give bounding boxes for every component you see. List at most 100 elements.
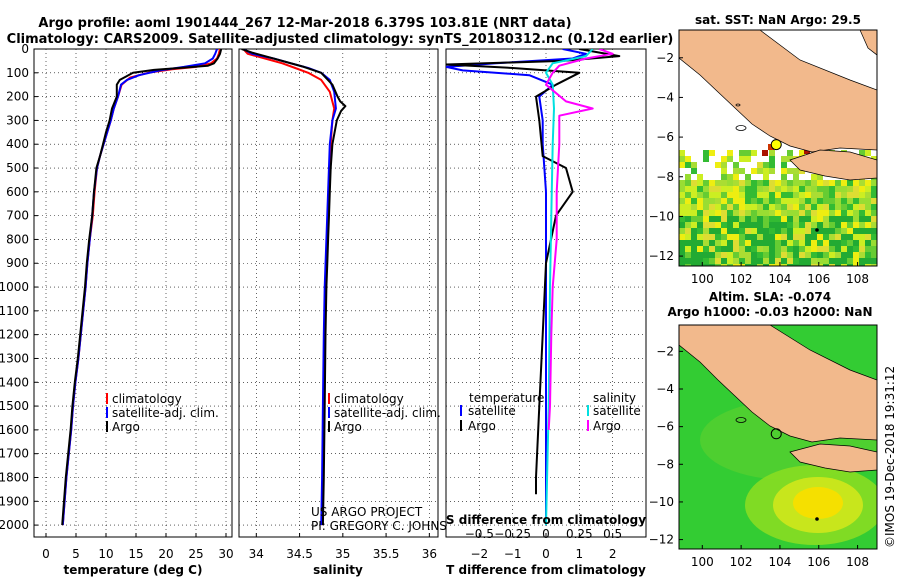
argo-float-marker (770, 139, 782, 151)
lat-tick-label: −2 (656, 344, 674, 358)
sst-cell (781, 204, 787, 210)
sst-cell (703, 258, 709, 264)
lon-tick-label: 100 (691, 272, 714, 286)
lon-tick-label: 108 (846, 555, 869, 569)
sst-cell (799, 168, 805, 174)
secondary-tick-label: −0.25 (494, 527, 531, 541)
x-tick-label: 30 (218, 547, 233, 561)
temperature-panel: 0 5 10 15 20 25 30 0 100 200 300 400 500 600 700 800 90… (0, 42, 234, 577)
x-tick-label: 2 (609, 547, 617, 561)
sst-cell (727, 264, 733, 266)
sst-cell (721, 234, 727, 240)
sst-cell (757, 234, 763, 240)
sst-cell (739, 210, 745, 216)
depth-tick-label: 400 (6, 137, 29, 151)
sst-cell (841, 246, 847, 252)
sst-cell (697, 240, 703, 246)
sla-map-lat-ticks: −2 −4 −6 −8 −10 −12 (649, 344, 683, 547)
sst-cell (757, 216, 763, 222)
sst-cell (763, 204, 769, 210)
sst-cell (781, 180, 787, 186)
sst-cell (811, 252, 817, 258)
sst-cell (775, 252, 781, 258)
sumatra-land (679, 30, 877, 153)
sst-cell (733, 234, 739, 240)
depth-tick-label: 700 (6, 209, 29, 223)
sst-cell (679, 156, 685, 162)
sst-cell (817, 264, 823, 266)
x-tick-label: 35.5 (373, 547, 400, 561)
sst-cell (835, 210, 841, 216)
sst-cell (721, 156, 727, 162)
sst-cell (751, 198, 757, 204)
sst-cell (859, 192, 865, 198)
sst-cell (763, 180, 769, 186)
sst-cell (685, 240, 691, 246)
sst-cell (751, 210, 757, 216)
sst-cell (679, 240, 685, 246)
sst-cell (691, 240, 697, 246)
sst-cell (859, 222, 865, 228)
sst-cell (835, 180, 841, 186)
sst-cell (685, 156, 691, 162)
t-difference-title: T difference from climatology (446, 563, 646, 577)
legend-s-argo-label: Argo (593, 419, 621, 433)
sst-cell (709, 216, 715, 222)
sst-map-content (679, 30, 877, 266)
sst-cell (793, 174, 799, 180)
sst-cell (703, 228, 709, 234)
sst-cell (859, 228, 865, 234)
sst-cell (853, 198, 859, 204)
sst-cell (697, 258, 703, 264)
sst-cell (811, 246, 817, 252)
sst-cell (799, 192, 805, 198)
sst-cell (811, 186, 817, 192)
sst-cell (817, 210, 823, 216)
sst-cell (871, 258, 877, 264)
sst-cell (715, 252, 721, 258)
x-tick-label: 34 (249, 547, 264, 561)
sst-cell (853, 252, 859, 258)
sst-cell (847, 192, 853, 198)
sst-cell (691, 198, 697, 204)
sst-cell (817, 204, 823, 210)
sst-cell (823, 204, 829, 210)
s-difference-title: S difference from climatology (446, 513, 646, 527)
figure-subtitle: Climatology: CARS2009. Satellite-adjuste… (7, 32, 674, 47)
sst-cell (757, 186, 763, 192)
sst-cell (697, 246, 703, 252)
sst-cell (811, 234, 817, 240)
sst-cell (751, 228, 757, 234)
depth-tick-label: 1700 (0, 447, 29, 461)
sst-cell (721, 168, 727, 174)
sst-cell (835, 228, 841, 234)
sst-cell (727, 228, 733, 234)
sst-cell (775, 204, 781, 210)
sst-cell (829, 264, 835, 266)
sst-cell (727, 192, 733, 198)
sst-cell (757, 204, 763, 210)
lon-tick-label: 106 (807, 272, 830, 286)
sst-cell (811, 198, 817, 204)
sst-cell (847, 180, 853, 186)
sst-cell (775, 180, 781, 186)
sst-cell (781, 186, 787, 192)
sst-cell (697, 216, 703, 222)
sst-cell (859, 246, 865, 252)
sst-cell (805, 180, 811, 186)
sst-cell (703, 198, 709, 204)
sst-cell (685, 180, 691, 186)
sst-cell (685, 198, 691, 204)
sst-cell (847, 258, 853, 264)
sst-cell (745, 174, 751, 180)
sst-cell (871, 210, 877, 216)
sst-cell (805, 204, 811, 210)
sst-cell (739, 222, 745, 228)
sla-map-panel: Altim. SLA: -0.074 Argo h1000: -0.03 h20… (649, 290, 878, 569)
sst-cell (733, 246, 739, 252)
sst-cell (691, 216, 697, 222)
sst-cell (763, 246, 769, 252)
sst-cell (835, 186, 841, 192)
sst-cell (745, 156, 751, 162)
sst-cell (865, 186, 871, 192)
